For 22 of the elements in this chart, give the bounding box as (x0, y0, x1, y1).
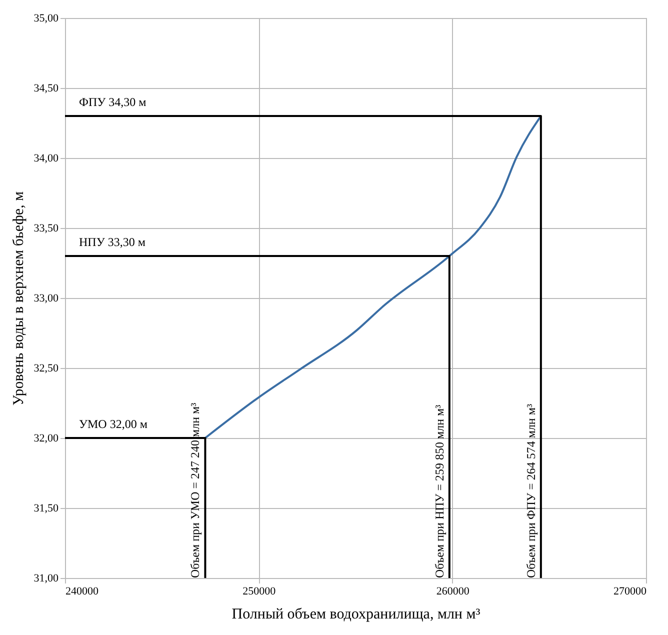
x-tick-label: 260000 (436, 586, 470, 598)
y-tick-label: 34,50 (34, 82, 59, 94)
annotation: НПУ 33,30 м (79, 235, 146, 249)
y-tick-label: 35,00 (34, 12, 59, 24)
annotation: Объем при НПУ = 259 850 млн м³ (432, 404, 446, 578)
annotation: Объем при ФПУ = 264 574 млн м³ (524, 404, 538, 578)
x-axis-title: Полный объем водохранилища, млн м³ (232, 606, 481, 622)
annotation: УМО 32,00 м (79, 417, 148, 431)
x-tick-label: 240000 (66, 586, 99, 598)
y-tick-label: 31,50 (34, 502, 59, 514)
x-tick-label: 250000 (242, 586, 276, 598)
y-tick-label: 34,00 (34, 152, 59, 164)
y-tick-label: 31,00 (34, 572, 59, 584)
y-tick-label: 33,50 (34, 222, 59, 234)
line-series (204, 115, 542, 439)
annotation: ФПУ 34,30 м (79, 95, 147, 109)
x-tick-label: 270000 (614, 586, 647, 598)
annotation: Объем при УМО = 247 240 млн м³ (188, 402, 202, 578)
y-tick-label: 33,00 (34, 292, 59, 304)
y-axis-title: Уровень воды в верхнем бьефе, м (10, 190, 27, 406)
y-tick-label: 32,50 (34, 362, 59, 374)
y-tick-label: 32,00 (34, 432, 59, 444)
